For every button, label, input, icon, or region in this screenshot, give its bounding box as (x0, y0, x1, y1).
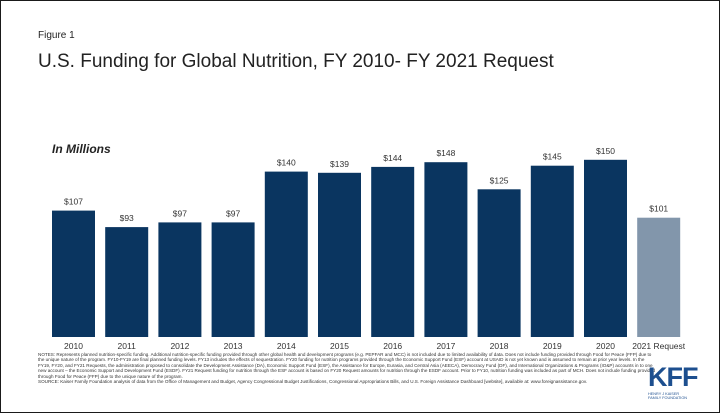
bars-group (52, 159, 681, 337)
category-labels-group: 2010 2011 2012 2013 2014 2015 2016 2017 2018 2019… (64, 341, 686, 351)
category-label: 2020 (596, 341, 615, 351)
category-label: 2017 (436, 341, 455, 351)
value-label: $93 (120, 213, 134, 223)
logo-subtitle-line-1: HENRY J KAISER (648, 392, 680, 396)
value-label: $97 (226, 208, 240, 218)
value-label: $125 (490, 175, 509, 185)
value-labels-group: $107 $93 $97 $97 $140 $139 $144 $148 $125 $145 $15… (64, 146, 668, 223)
logo-subtitle-line-2: FAMILY FOUNDATION (648, 396, 688, 401)
value-label: $97 (173, 208, 187, 218)
bar-2020 (584, 159, 627, 337)
notes-block: NOTES: Represents planned nutrition-spec… (38, 352, 656, 384)
value-label: $101 (649, 204, 668, 214)
category-label: 2019 (543, 341, 562, 351)
bar-2013 (211, 222, 255, 337)
category-label: 2015 (330, 341, 349, 351)
logo-subtitle: HENRY J KAISER FAMILY FOUNDATION (648, 392, 687, 400)
bar-2015 (318, 172, 361, 337)
category-label: 2021 Request (632, 341, 686, 351)
bar-2017 (424, 162, 468, 337)
category-label: 2011 (118, 341, 137, 351)
logo-wordmark: KFF (648, 362, 698, 392)
category-label: 2016 (383, 341, 402, 351)
category-label: 2013 (224, 341, 243, 351)
bar-2016 (371, 166, 415, 337)
chart-title: U.S. Funding for Global Nutrition, FY 20… (38, 51, 554, 72)
value-label: $150 (596, 146, 615, 156)
figure-label: Figure 1 (38, 30, 75, 41)
value-label: $148 (436, 148, 455, 158)
category-label: 2018 (490, 341, 509, 351)
bar-2010 (52, 210, 95, 337)
bar-2011 (105, 227, 149, 337)
chart-subtitle: In Millions (52, 142, 111, 156)
category-label: 2010 (64, 341, 83, 351)
category-label: 2012 (170, 341, 189, 351)
category-label: 2014 (277, 341, 296, 351)
bar-2014 (264, 171, 308, 337)
source-text: SOURCE: Kaiser Family Foundation analysi… (38, 379, 588, 385)
value-label: $107 (64, 197, 83, 207)
value-label: $139 (330, 159, 349, 169)
kff-logo: KFF HENRY J KAISER FAMILY FOUNDATION (646, 362, 698, 401)
notes-text: NOTES: Represents planned nutrition-spec… (38, 352, 656, 379)
value-label: $140 (277, 158, 296, 168)
bar-2012 (158, 222, 202, 337)
bar-2018 (477, 189, 521, 337)
bar-2019 (530, 165, 574, 337)
value-label: $145 (543, 152, 562, 162)
bar-2021-request (637, 217, 681, 337)
value-label: $144 (383, 153, 402, 163)
